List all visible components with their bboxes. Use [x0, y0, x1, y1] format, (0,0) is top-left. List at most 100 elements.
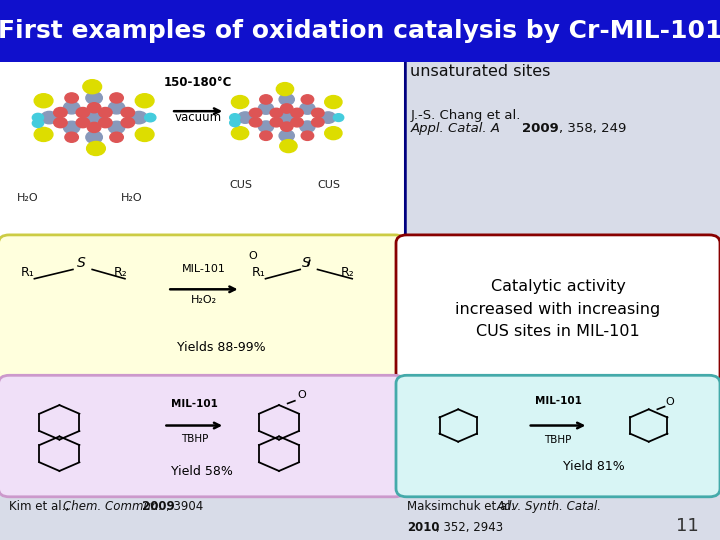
Text: 2009: 2009 — [522, 122, 559, 136]
Circle shape — [32, 119, 44, 127]
Circle shape — [63, 122, 80, 133]
Text: OH,F: OH,F — [264, 33, 292, 46]
Text: H₂O: H₂O — [121, 193, 143, 203]
Text: Yield 58%: Yield 58% — [171, 465, 233, 478]
Text: , 358, 249: , 358, 249 — [559, 122, 627, 136]
Circle shape — [86, 111, 102, 124]
Text: Catalytic activity
increased with increasing
CUS sites in MIL-101: Catalytic activity increased with increa… — [455, 280, 661, 339]
Circle shape — [231, 96, 248, 109]
Text: CUS: CUS — [318, 180, 341, 190]
Circle shape — [325, 96, 342, 109]
Text: H₂O₂: H₂O₂ — [191, 294, 217, 305]
Text: O: O — [248, 251, 257, 261]
Circle shape — [291, 118, 303, 127]
Text: unsaturated sites: unsaturated sites — [410, 64, 551, 79]
Text: 150-180°C: 150-180°C — [164, 76, 233, 89]
Circle shape — [108, 102, 125, 114]
Text: Appl. Catal. A: Appl. Catal. A — [410, 122, 505, 136]
Circle shape — [99, 118, 112, 127]
Text: 2010: 2010 — [407, 521, 439, 534]
Text: O: O — [297, 390, 306, 400]
Text: OH,F: OH,F — [67, 33, 96, 46]
FancyBboxPatch shape — [396, 375, 720, 497]
Circle shape — [301, 95, 314, 104]
Circle shape — [279, 94, 294, 105]
Circle shape — [86, 131, 102, 144]
Text: CUS: coordinatively: CUS: coordinatively — [410, 42, 567, 57]
Text: H₂O: H₂O — [17, 193, 39, 203]
Circle shape — [281, 104, 293, 113]
Text: R₁: R₁ — [252, 266, 266, 279]
Circle shape — [121, 118, 135, 127]
Circle shape — [110, 93, 123, 103]
Circle shape — [312, 108, 324, 118]
Circle shape — [260, 95, 272, 104]
Circle shape — [276, 83, 294, 96]
Circle shape — [270, 118, 282, 127]
Text: , 3904: , 3904 — [166, 500, 204, 514]
Circle shape — [110, 132, 123, 143]
Circle shape — [258, 103, 274, 114]
Circle shape — [32, 113, 44, 122]
Circle shape — [230, 119, 240, 127]
Circle shape — [231, 127, 248, 140]
Text: CUS: CUS — [229, 180, 252, 190]
Circle shape — [300, 103, 315, 114]
Circle shape — [280, 140, 297, 153]
Circle shape — [249, 118, 262, 127]
Circle shape — [291, 108, 303, 118]
Circle shape — [87, 103, 101, 113]
Text: First examples of oxidation catalysis by Cr-MIL-101: First examples of oxidation catalysis by… — [0, 19, 720, 43]
Circle shape — [279, 130, 294, 141]
Circle shape — [65, 132, 78, 143]
Circle shape — [325, 127, 342, 140]
Circle shape — [131, 111, 148, 124]
Circle shape — [301, 131, 314, 140]
Circle shape — [279, 112, 294, 123]
Text: TBHP: TBHP — [544, 435, 572, 445]
Circle shape — [35, 94, 53, 108]
Text: MIL-101: MIL-101 — [534, 396, 582, 407]
Text: J.-S. Chang et al.: J.-S. Chang et al. — [410, 109, 521, 122]
Circle shape — [312, 118, 324, 127]
Circle shape — [249, 108, 262, 118]
Text: 11: 11 — [675, 517, 698, 535]
FancyBboxPatch shape — [0, 375, 405, 497]
Text: 2009: 2009 — [138, 500, 174, 514]
Circle shape — [41, 111, 58, 124]
Text: , 352, 2943: , 352, 2943 — [436, 521, 503, 534]
Text: R₁: R₁ — [21, 266, 35, 279]
Circle shape — [86, 141, 105, 156]
Circle shape — [99, 107, 112, 118]
Circle shape — [230, 114, 240, 122]
Circle shape — [86, 92, 102, 104]
FancyBboxPatch shape — [0, 14, 405, 243]
Text: R₂: R₂ — [341, 266, 354, 279]
Circle shape — [63, 102, 80, 114]
Text: R₂: R₂ — [113, 266, 127, 279]
Bar — [0, 0, 720, 62]
Circle shape — [35, 127, 53, 141]
Circle shape — [76, 107, 89, 118]
Text: Adv. Synth. Catal.: Adv. Synth. Catal. — [497, 500, 602, 514]
Circle shape — [54, 107, 67, 118]
Text: vacuum: vacuum — [174, 111, 222, 124]
Circle shape — [76, 118, 89, 127]
Circle shape — [145, 113, 156, 122]
FancyBboxPatch shape — [0, 235, 405, 383]
Circle shape — [135, 127, 154, 141]
Text: O: O — [665, 397, 674, 407]
Text: TBHP: TBHP — [181, 434, 208, 444]
Text: Yield 81%: Yield 81% — [564, 460, 625, 472]
Circle shape — [281, 122, 293, 131]
Circle shape — [270, 108, 282, 118]
Circle shape — [83, 80, 102, 94]
Text: S: S — [77, 256, 86, 270]
Circle shape — [87, 123, 101, 132]
Text: MIL-101: MIL-101 — [171, 399, 217, 409]
Circle shape — [238, 112, 253, 123]
Text: S: S — [302, 256, 311, 270]
Circle shape — [121, 107, 135, 118]
Text: Kim et al.,: Kim et al., — [9, 500, 73, 514]
Circle shape — [258, 121, 274, 132]
